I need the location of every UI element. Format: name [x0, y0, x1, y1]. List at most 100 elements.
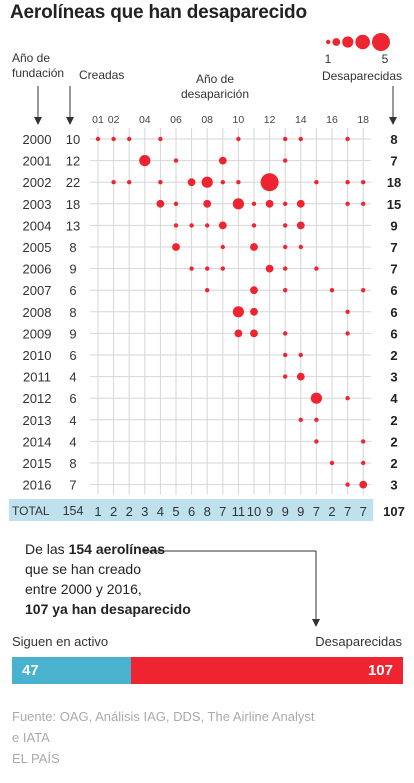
- active-bar-segment: 47: [12, 657, 132, 684]
- publisher-name: EL PAÍS: [12, 751, 60, 766]
- data-bubble: [329, 460, 335, 466]
- x-tick-label: 02: [108, 114, 120, 126]
- disappeared-count: 7: [390, 240, 397, 255]
- data-bubble: [236, 180, 241, 185]
- data-bubble: [298, 136, 303, 142]
- data-bubble: [220, 266, 225, 271]
- created-count: 7: [69, 478, 76, 493]
- x-tick-label: 01: [92, 114, 104, 126]
- founding-year-row-label: 2011: [23, 370, 51, 385]
- data-bubble: [283, 288, 288, 293]
- data-bubble: [205, 223, 210, 228]
- founding-year-row-label: 2003: [23, 197, 52, 212]
- founding-year-label: fundación: [12, 66, 64, 80]
- data-bubble: [361, 439, 366, 444]
- data-bubble: [283, 223, 288, 228]
- data-bubble: [172, 243, 180, 251]
- note-connector-arrow: [312, 619, 320, 627]
- total-by-year: 7: [219, 504, 226, 519]
- created-count: 9: [69, 326, 76, 341]
- disappeared-count: 3: [390, 478, 397, 493]
- data-bubble: [283, 266, 288, 271]
- data-bubble: [283, 158, 288, 163]
- created-count: 6: [69, 283, 76, 298]
- data-bubble: [187, 178, 196, 187]
- data-bubble: [283, 136, 288, 142]
- founding-year-row-label: 2012: [23, 391, 52, 406]
- total-row-background: [9, 499, 374, 521]
- data-bubble: [236, 136, 241, 142]
- legend-min-label: 1: [325, 52, 332, 66]
- data-bubble: [220, 180, 225, 185]
- data-bubble: [298, 352, 303, 358]
- created-count: 18: [66, 197, 80, 212]
- data-bubble: [361, 201, 366, 206]
- disappeared-count: 6: [390, 305, 397, 320]
- legend-bubble: [342, 36, 354, 48]
- disappeared-count: 15: [387, 197, 401, 212]
- data-bubble: [250, 286, 258, 295]
- founding-year-row-label: 2007: [23, 283, 52, 298]
- data-bubble: [361, 460, 366, 466]
- total-created: 154: [63, 504, 84, 518]
- total-by-year: 7: [360, 504, 367, 519]
- disappeared-count: 3: [390, 370, 397, 385]
- data-bubble: [205, 288, 210, 293]
- total-by-year: 3: [141, 504, 148, 519]
- founding-year-row-label: 2014: [23, 434, 52, 449]
- founding-year-row-label: 2015: [23, 456, 52, 471]
- data-bubble: [250, 329, 258, 338]
- x-tick-label: 04: [139, 114, 151, 126]
- total-by-year: 7: [313, 504, 320, 519]
- data-bubble: [298, 417, 303, 422]
- data-bubble: [127, 180, 132, 185]
- data-bubble: [345, 331, 350, 336]
- founding-year-row-label: 2001: [23, 154, 52, 169]
- founding-year-row-label: 2006: [23, 262, 52, 277]
- x-tick-label: 14: [295, 114, 307, 126]
- data-bubble: [283, 201, 288, 206]
- data-bubble: [329, 288, 335, 293]
- data-bubble: [283, 374, 288, 379]
- disappeared-label: Desaparecidas: [315, 634, 402, 649]
- total-label: TOTAL: [12, 504, 50, 518]
- data-bubble: [158, 136, 163, 142]
- founding-year-row-label: 2009: [23, 326, 52, 341]
- note-middle-2: entre 2000 y 2016,: [25, 581, 142, 597]
- data-bubble: [345, 201, 350, 206]
- created-count: 13: [66, 218, 80, 233]
- x-tick-label: 10: [233, 114, 245, 126]
- data-bubble: [345, 136, 350, 142]
- data-bubble: [234, 329, 243, 338]
- data-bubble: [173, 201, 179, 206]
- x-tick-label: 16: [326, 114, 338, 126]
- founding-year-row-label: 2000: [23, 132, 52, 147]
- data-bubble: [296, 221, 305, 230]
- data-bubble: [251, 201, 257, 206]
- data-bubble: [232, 198, 244, 210]
- legend-bubble: [355, 34, 371, 50]
- founding-year-label: Año de: [12, 51, 50, 65]
- disappeared-count: 4: [390, 391, 398, 406]
- data-bubble: [314, 266, 319, 271]
- data-bubble: [250, 243, 258, 251]
- data-bubble: [345, 309, 350, 314]
- total-by-year: 5: [172, 504, 179, 519]
- active-label: Siguen en activo: [12, 634, 109, 649]
- legend-bubble: [332, 38, 341, 46]
- total-by-year: 9: [297, 504, 304, 519]
- legend-bubble: [372, 33, 390, 51]
- legend-max-label: 5: [382, 52, 389, 66]
- disappeared-count: 6: [390, 326, 397, 341]
- source-credit: Fuente: OAG, Análisis IAG, DDS, The Airl…: [12, 706, 322, 769]
- data-bubble: [173, 158, 179, 163]
- data-bubble: [314, 439, 319, 444]
- disappeared-count: 2: [390, 456, 397, 471]
- founding-arrow-head: [34, 117, 42, 125]
- created-count: 9: [69, 262, 76, 277]
- created-count: 4: [69, 413, 76, 428]
- data-bubble: [250, 307, 258, 316]
- created-count: 12: [66, 154, 80, 169]
- data-bubble: [205, 266, 210, 271]
- data-bubble: [359, 480, 368, 489]
